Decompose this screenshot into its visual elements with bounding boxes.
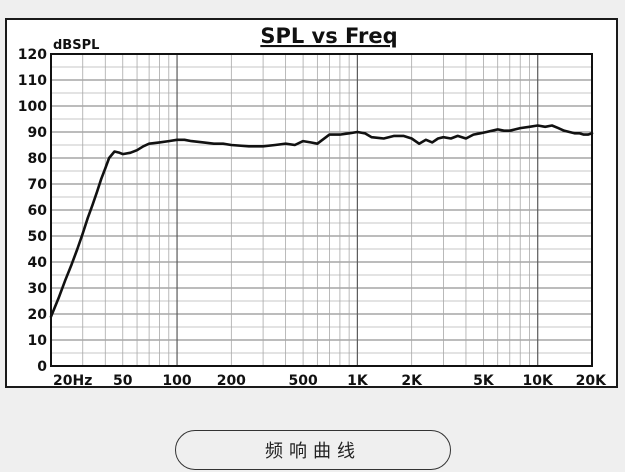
- series-line: [49, 124, 594, 318]
- x-tick-label: 1K: [347, 373, 369, 389]
- y-tick-label: 90: [28, 125, 48, 141]
- y-tick-label: 10: [28, 333, 48, 349]
- y-tick-labels: 0 10 20 30 40 50 60 70 80 90 100 110 120: [18, 47, 47, 375]
- y-tick-label: 0: [37, 359, 47, 375]
- x-tick-label: 10K: [523, 373, 554, 389]
- x-tick-labels: 20Hz 50 100 200 500 1K 2K 5K 10K 20K: [53, 373, 607, 389]
- x-tick-label: 5K: [473, 373, 495, 389]
- x-tick-label: 20K: [576, 373, 607, 389]
- y-axis-label: dBSPL: [53, 38, 99, 53]
- y-tick-label: 70: [28, 177, 48, 193]
- chart-title: SPL vs Freq: [260, 24, 397, 48]
- y-tick-label: 110: [18, 73, 47, 89]
- y-tick-label: 80: [28, 151, 48, 167]
- caption-pill: 频响曲线: [175, 430, 451, 470]
- caption-text: 频响曲线: [265, 441, 361, 462]
- x-tick-label: 500: [288, 373, 317, 389]
- y-tick-label: 30: [28, 281, 48, 297]
- y-tick-label: 60: [28, 203, 48, 219]
- chart-grid: [50, 53, 593, 367]
- x-tick-label: 20Hz: [53, 373, 92, 389]
- x-tick-label: 200: [217, 373, 246, 389]
- plot-area-border: [50, 53, 593, 367]
- series-layer: [49, 124, 594, 318]
- y-tick-label: 40: [28, 255, 48, 271]
- y-tick-label: 100: [18, 99, 47, 115]
- chart-frame: 0 10 20 30 40 50 60 70 80 90 100 110 120 20Hz 50 100 20…: [5, 18, 618, 389]
- y-tick-label: 20: [28, 307, 48, 323]
- y-tick-label: 120: [18, 47, 47, 63]
- y-tick-label: 50: [28, 229, 48, 245]
- x-tick-label: 100: [162, 373, 191, 389]
- x-tick-label: 50: [113, 373, 133, 389]
- x-tick-label: 2K: [401, 373, 423, 389]
